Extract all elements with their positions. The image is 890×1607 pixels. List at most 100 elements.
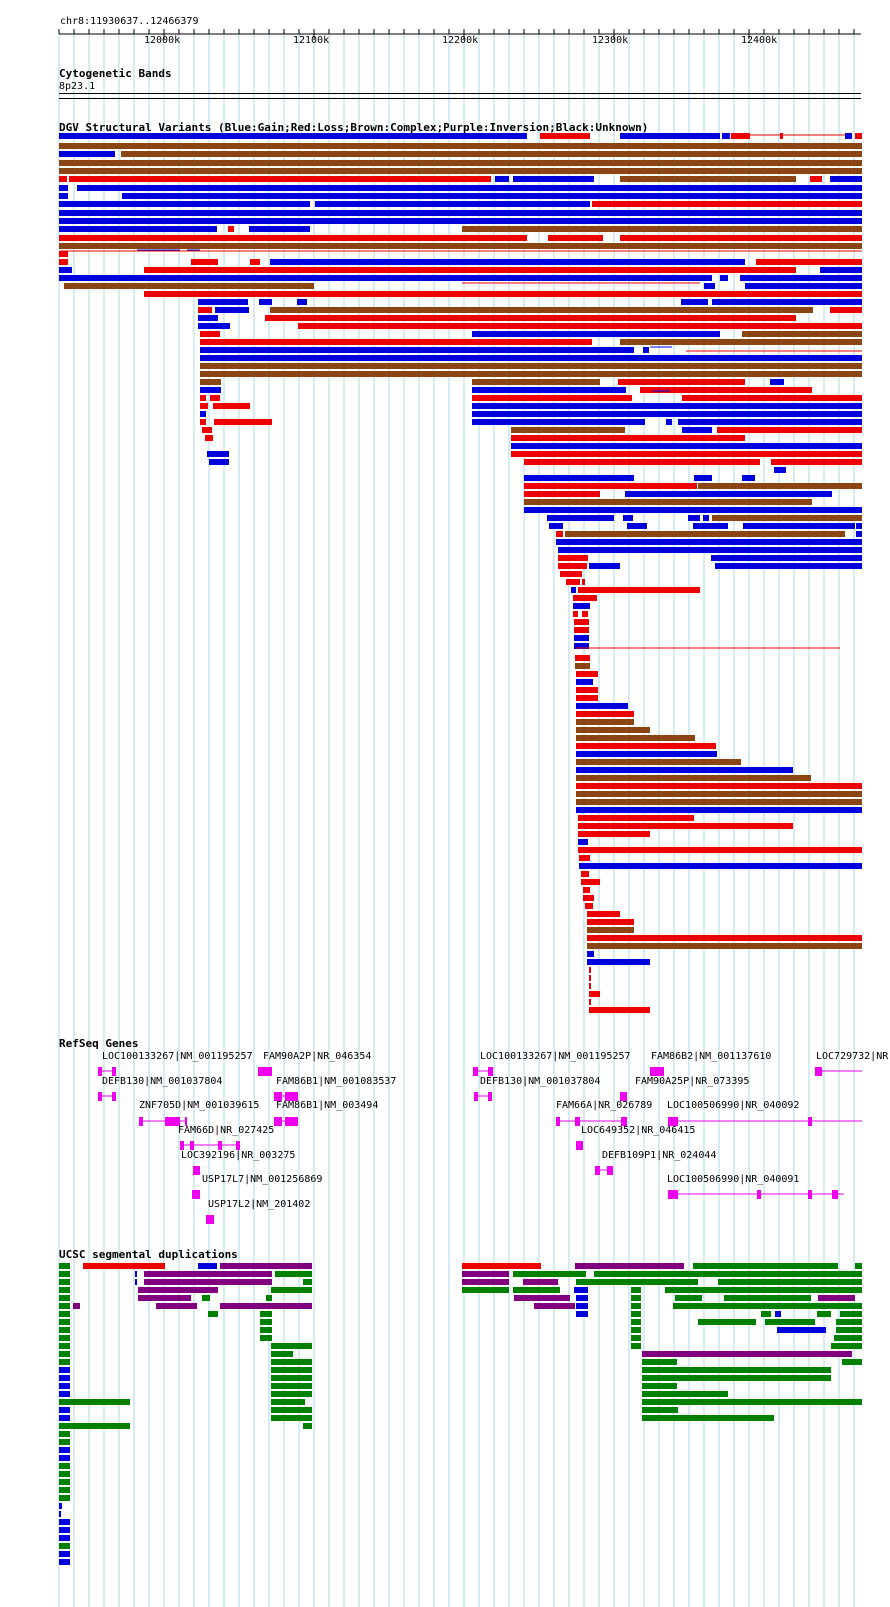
- sv-gain-bar[interactable]: [558, 547, 862, 553]
- segdup-purple-bar[interactable]: [462, 1279, 509, 1285]
- gene-exon[interactable]: [473, 1067, 478, 1076]
- segdup-green-bar[interactable]: [718, 1279, 862, 1285]
- sv-complex-bar[interactable]: [587, 943, 862, 949]
- sv-loss-bar[interactable]: [682, 395, 862, 401]
- segdup-purple-bar[interactable]: [220, 1263, 312, 1269]
- segdup-green-bar[interactable]: [642, 1399, 862, 1405]
- sv-gain-bar[interactable]: [666, 419, 672, 425]
- segdup-green-bar[interactable]: [675, 1295, 702, 1301]
- gene-exon[interactable]: [112, 1067, 116, 1076]
- gene-label[interactable]: USP17L7|NM_001256869: [202, 1174, 322, 1185]
- sv-loss-bar[interactable]: [620, 235, 862, 241]
- segdup-blue-bar[interactable]: [59, 1391, 70, 1397]
- sv-loss-bar[interactable]: [578, 815, 694, 821]
- segdup-blue-bar[interactable]: [59, 1367, 70, 1373]
- sv-complex-bar[interactable]: [575, 663, 590, 669]
- segdup-green-bar[interactable]: [275, 1271, 312, 1277]
- sv-gain-bar[interactable]: [576, 679, 593, 685]
- sv-complex-bar[interactable]: [620, 339, 862, 345]
- sv-loss-bar[interactable]: [524, 483, 697, 489]
- segdup-blue-bar[interactable]: [775, 1311, 781, 1317]
- segdup-blue-bar[interactable]: [59, 1511, 61, 1517]
- gene-exon[interactable]: [808, 1117, 812, 1126]
- segdup-blue-bar[interactable]: [59, 1527, 70, 1533]
- segdup-green-bar[interactable]: [271, 1391, 312, 1397]
- segdup-green-bar[interactable]: [59, 1487, 70, 1493]
- sv-gain-bar[interactable]: [589, 563, 620, 569]
- segdup-green-bar[interactable]: [642, 1375, 831, 1381]
- segdup-blue-bar[interactable]: [59, 1447, 70, 1453]
- gene-exon[interactable]: [236, 1141, 240, 1150]
- sv-complex-bar[interactable]: [565, 531, 845, 537]
- sv-gain-bar[interactable]: [59, 133, 527, 139]
- sv-gain-bar[interactable]: [711, 555, 862, 561]
- cytoband-bar[interactable]: [59, 93, 861, 94]
- sv-gain-bar[interactable]: [270, 259, 745, 265]
- sv-loss-bar[interactable]: [200, 395, 206, 401]
- segdup-green-bar[interactable]: [260, 1327, 272, 1333]
- segdup-blue-bar[interactable]: [59, 1375, 70, 1381]
- segdup-green-bar[interactable]: [513, 1271, 586, 1277]
- sv-loss-bar[interactable]: [200, 331, 220, 337]
- sv-loss-bar[interactable]: [587, 911, 620, 917]
- sv-gain-bar[interactable]: [524, 475, 634, 481]
- sv-loss-bar[interactable]: [59, 259, 68, 265]
- segdup-purple-bar[interactable]: [534, 1303, 575, 1309]
- segdup-purple-bar[interactable]: [156, 1303, 197, 1309]
- segdup-green-bar[interactable]: [271, 1383, 312, 1389]
- segdup-green-bar[interactable]: [271, 1367, 312, 1373]
- sv-gain-bar[interactable]: [576, 703, 628, 709]
- sv-gain-bar[interactable]: [576, 751, 717, 757]
- sv-gain-bar[interactable]: [694, 475, 712, 481]
- gene-label[interactable]: DEFB130|NM_001037804: [480, 1076, 600, 1087]
- segdup-purple-bar[interactable]: [144, 1279, 272, 1285]
- segdup-green-bar[interactable]: [59, 1319, 70, 1325]
- sv-loss-bar[interactable]: [59, 251, 68, 257]
- gene-exon[interactable]: [274, 1092, 282, 1101]
- sv-loss-bar[interactable]: [472, 395, 632, 401]
- gene-exon[interactable]: [285, 1092, 298, 1101]
- gene-label[interactable]: LOC649352|NR_046415: [581, 1125, 695, 1136]
- segdup-blue-bar[interactable]: [576, 1295, 588, 1301]
- sv-gain-bar[interactable]: [59, 185, 68, 191]
- sv-gain-bar[interactable]: [576, 767, 793, 773]
- sv-gain-bar[interactable]: [200, 355, 862, 361]
- sv-loss-bar[interactable]: [589, 999, 591, 1005]
- sv-loss-bar[interactable]: [524, 491, 600, 497]
- sv-loss-bar[interactable]: [589, 975, 591, 981]
- segdup-green-bar[interactable]: [260, 1319, 272, 1325]
- sv-gain-bar[interactable]: [59, 275, 712, 281]
- sv-gain-bar[interactable]: [722, 133, 730, 139]
- sv-loss-bar[interactable]: [200, 339, 592, 345]
- segdup-blue-bar[interactable]: [576, 1311, 588, 1317]
- segdup-green-bar[interactable]: [59, 1343, 70, 1349]
- sv-complex-bar[interactable]: [712, 515, 862, 521]
- sv-loss-bar[interactable]: [573, 611, 578, 617]
- sv-gain-bar[interactable]: [579, 863, 862, 869]
- segdup-purple-bar[interactable]: [220, 1303, 312, 1309]
- sv-gain-bar[interactable]: [200, 411, 206, 417]
- gene-exon[interactable]: [98, 1092, 102, 1101]
- cytoband-bar[interactable]: [59, 98, 861, 99]
- sv-gain-bar[interactable]: [472, 387, 626, 393]
- sv-loss-bar[interactable]: [618, 379, 745, 385]
- sv-gain-bar[interactable]: [712, 299, 862, 305]
- segdup-blue-bar[interactable]: [59, 1383, 70, 1389]
- sv-loss-bar[interactable]: [191, 259, 218, 265]
- sv-gain-bar[interactable]: [573, 603, 590, 609]
- gene-exon[interactable]: [285, 1117, 298, 1126]
- sv-gain-bar[interactable]: [524, 507, 862, 513]
- sv-loss-bar[interactable]: [210, 395, 220, 401]
- sv-loss-bar[interactable]: [579, 855, 590, 861]
- sv-gain-bar[interactable]: [297, 299, 307, 305]
- sv-loss-bar[interactable]: [589, 991, 600, 997]
- sv-loss-bar[interactable]: [578, 823, 793, 829]
- segdup-green-bar[interactable]: [673, 1303, 862, 1309]
- segdup-green-bar[interactable]: [631, 1327, 641, 1333]
- segdup-green-bar[interactable]: [693, 1263, 838, 1269]
- sv-complex-bar[interactable]: [524, 499, 812, 505]
- sv-complex-bar[interactable]: [576, 775, 811, 781]
- segdup-green-bar[interactable]: [631, 1303, 641, 1309]
- sv-loss-bar[interactable]: [810, 176, 822, 182]
- sv-loss-bar[interactable]: [587, 919, 634, 925]
